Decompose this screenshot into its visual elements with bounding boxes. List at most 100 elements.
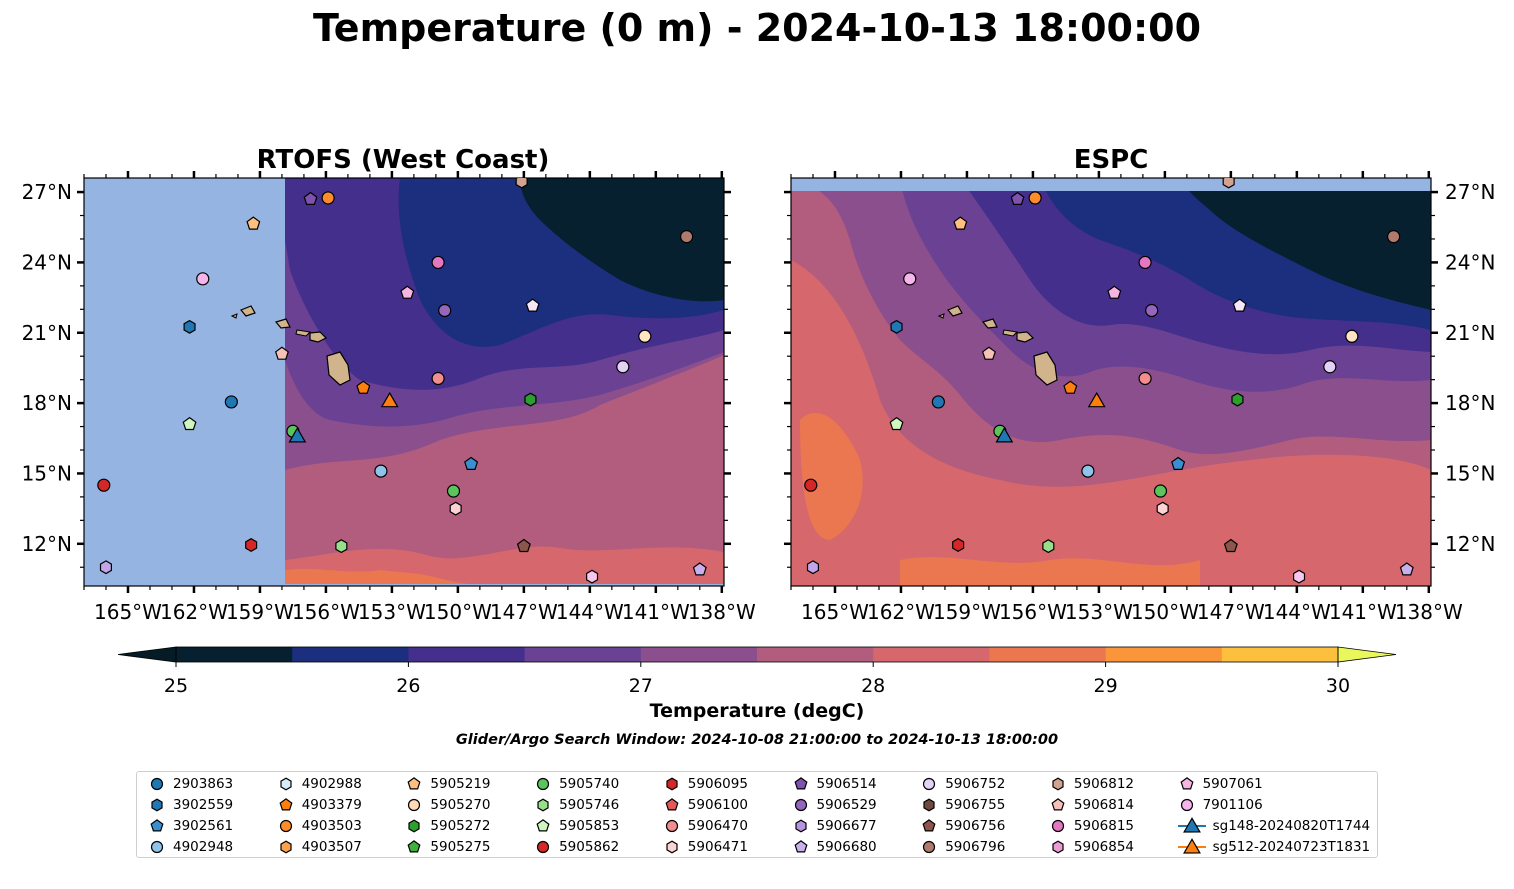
legend-label: 5905740 [559,776,620,792]
marker-4902948 [1081,464,1095,478]
rtofs-level-25 [520,178,724,302]
float-marker [525,298,540,312]
legend-marker-icon [1177,817,1206,833]
hawaii-big-island [1033,351,1058,386]
legend-label: 5905219 [430,776,491,792]
legend-marker-icon [536,840,550,854]
legend-label: 5906680 [816,839,877,855]
marker-5906815 [1138,255,1152,270]
marker-7901106 [196,272,210,286]
legend-label: 5905275 [430,839,491,855]
legend-marker-icon [150,819,164,832]
legend-label: 5906470 [687,818,748,834]
x-tick-label: 165°W [94,600,162,624]
legend-item: 2903863 [147,774,233,794]
figure-title: Temperature (0 m) - 2024-10-13 18:00:00 [312,6,1202,50]
legend-label: 4903379 [301,797,362,813]
legend-marker [150,840,164,854]
legend-marker-icon [793,840,808,853]
marker-5905740 [1153,484,1168,498]
legend-marker [536,840,550,854]
marker-5906812 [1222,178,1235,189]
legend-marker-icon [1180,777,1194,790]
legend-marker-icon [407,840,421,853]
y-tick-label: 27°N [22,180,72,204]
legend-item: 5906796 [919,837,1005,857]
legend-label: 5906796 [945,839,1006,855]
y-tick-label: 12°N [22,532,72,556]
legend-label: sg148-20240820T1744 [1212,818,1371,834]
marker-5907061 [400,285,415,299]
legend-marker-icon [280,777,292,791]
marker-5906514 [1010,191,1025,205]
legend-marker [279,798,293,811]
marker-5906529 [438,303,452,318]
y-tick-label: 21°N [1445,321,1495,345]
legend-label: 3902561 [173,818,234,834]
legend-label: 5906854 [1073,839,1135,855]
colorbar-extend-high [1337,646,1397,663]
marker-2903863 [224,395,238,409]
niihau [230,313,238,319]
legend-marker-icon [794,798,807,812]
espc-nodata-strip [791,178,1431,191]
marker-5906529 [1145,303,1159,318]
float-marker [183,319,196,334]
x-tick-label: 141°W [622,600,690,624]
legend-label: 5906529 [816,797,877,813]
legend-item: 5906755 [919,795,1005,815]
marker-5905272 [524,392,537,407]
legend-item: 4902948 [147,837,233,857]
marker-5905853 [182,416,197,431]
legend-marker [923,777,936,791]
legend-marker-icon [1177,838,1206,854]
legend-item: 5905853 [533,816,619,836]
legend-marker [1182,838,1201,854]
legend-marker-icon [794,819,807,833]
marker-5906471 [449,501,462,516]
legend-label: 5905862 [559,839,620,855]
legend-marker-icon [280,840,292,854]
colorbar-segment [1105,647,1223,662]
espc-frame [790,177,1432,587]
legend-marker [408,819,420,833]
marker-5906095 [952,538,965,552]
float-marker [638,329,652,343]
colorbar-tick-label: 29 [1094,675,1118,697]
colorbar-tick-label: 25 [164,675,188,697]
legend-label: 5905270 [430,797,491,813]
legend-marker [666,777,678,791]
legend-marker-icon [922,819,936,832]
legend-item: 5907061 [1177,774,1263,794]
legend-marker [151,798,163,812]
y-tick-label: 27°N [1445,180,1495,204]
legend-marker [280,840,292,854]
y-tick-label: 15°N [1445,461,1495,485]
espc-temperature-field [791,178,1431,586]
colorbar-segment [989,647,1107,662]
legend-marker [666,840,678,854]
legend-marker-icon [150,777,164,791]
colorbar-segment [176,647,293,662]
legend-item: 5906471 [662,837,748,857]
legend-item: 5906514 [791,774,877,794]
marker-7901106 [903,272,917,286]
x-tick-label: 144°W [556,600,624,624]
legend-marker [1052,840,1064,854]
legend-marker [923,798,935,812]
y-tick-label: 21°N [22,321,72,345]
legend-item: 5906854 [1048,837,1134,857]
x-tick-label: 150°W [1131,600,1199,624]
legend-marker-icon [151,798,163,812]
marker-4903503 [1028,191,1042,205]
legend-marker [279,819,292,833]
marker-5906815 [431,255,445,270]
espc-level-25 [1180,178,1431,310]
legend-marker-icon [408,798,421,812]
legend-item: 4903503 [276,816,362,836]
legend-label: 5906752 [945,776,1006,792]
legend-label: 5906812 [1073,776,1135,792]
legend-label: 5907061 [1202,776,1263,792]
marker-5906752 [1323,360,1337,374]
